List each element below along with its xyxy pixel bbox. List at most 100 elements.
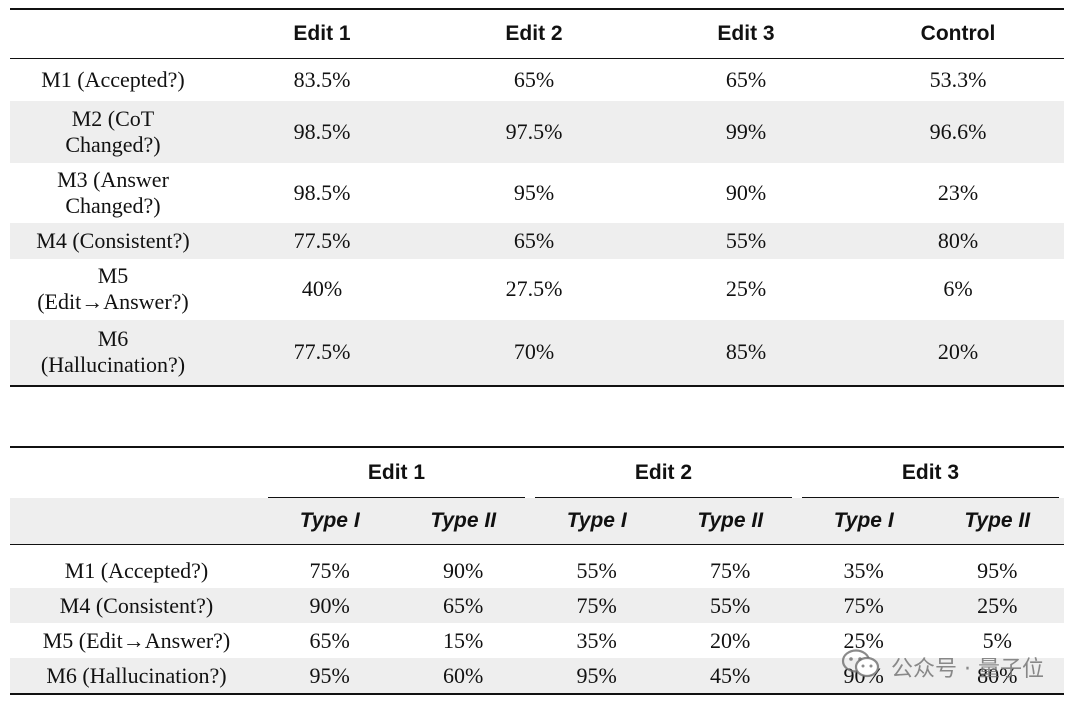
group-label: Edit 1 (367, 461, 426, 484)
table1-header-edit3: Edit 3 (717, 22, 775, 45)
table1-header-row: Edit 1 Edit 2 Edit 3 Control (10, 9, 1064, 59)
type-header: Type II (930, 498, 1064, 545)
table-cell: 65% (396, 588, 530, 623)
row-label: M6 (Hallucination?) (10, 658, 263, 694)
row-label-line: M3 (Answer (57, 166, 169, 192)
table2-group-edit3: Edit 3 (797, 447, 1064, 498)
table-cell: 98.5% (216, 100, 428, 163)
table1-header-blank (10, 9, 216, 59)
table-cell: 65% (309, 627, 350, 653)
table2-row-m4: M4 (Consistent?) 90% 65% 75% 55% 75% 25% (10, 588, 1064, 623)
type-header: Type I (262, 498, 397, 545)
type-header: Type I (529, 498, 664, 545)
table1-header-edit2: Edit 2 (505, 22, 563, 45)
table-cell: 65% (513, 66, 555, 92)
row-label-line: (Edit→Answer?) (37, 289, 189, 314)
group-underline (801, 497, 1059, 498)
row-label-line: M5 (97, 263, 129, 288)
row-label: M4 (Consistent?) (10, 222, 216, 259)
table-cell: 45% (663, 658, 797, 694)
table2-row-m5: M5 (Edit→Answer?) 65% 15% 35% 20% 25% 5% (10, 623, 1064, 658)
wechat-icon (841, 648, 881, 686)
row-label-line: M2 (CoT (71, 105, 155, 131)
table-cell: 75% (309, 557, 350, 583)
row-label-line: M4 (Consistent?) (36, 227, 190, 253)
type-header: Type I (796, 498, 931, 545)
table2-group-edit2: Edit 2 (530, 447, 797, 498)
table-cell: 77.5% (216, 222, 428, 259)
row-label-line: Changed?) (65, 192, 161, 218)
table-cell: 55% (640, 222, 852, 259)
table-cell: 97.5% (428, 100, 640, 163)
table-cell: 15% (443, 627, 484, 653)
table1-row-m2: M2 (CoT Changed?) 98.5% 97.5% 99% 96.6% (10, 100, 1064, 163)
table-cell: 53.3% (929, 66, 987, 92)
table-cell: 27.5% (505, 276, 563, 301)
table-cell: 95% (513, 179, 555, 205)
group-underline (267, 497, 525, 498)
table-cell: 25% (725, 276, 767, 301)
table1-row-m5: M5 (Edit→Answer?) 40% 27.5% 25% 6% (10, 259, 1064, 320)
table1-row-m3: M3 (Answer Changed?) 98.5% 95% 90% 23% (10, 163, 1064, 223)
table2-type-blank (10, 498, 263, 545)
watermark: 公众号 · 量子位 (841, 648, 1044, 686)
row-label: M5 (Edit→Answer?) (10, 259, 216, 320)
row-label: M4 (Consistent?) (10, 588, 263, 623)
type-header: Type II (396, 498, 530, 545)
table-cell: 25% (930, 588, 1064, 623)
table-cell: 75% (529, 588, 664, 623)
table-cell: 90% (725, 179, 767, 205)
table-cell: 6% (943, 276, 973, 301)
group-label: Edit 3 (901, 461, 960, 484)
table-cell: 80% (852, 222, 1064, 259)
table1-header-control: Control (920, 22, 996, 45)
table2-row-m1: M1 (Accepted?) 75% 90% 55% 75% 35% 95% (10, 545, 1064, 589)
row-label-line: M1 (Accepted?) (41, 66, 185, 92)
row-label-line: (Hallucination?) (40, 352, 186, 377)
results-table-2: Edit 1 Edit 2 Edit 3 Type I Type II Type… (10, 446, 1064, 695)
table-cell: 98.5% (293, 179, 351, 205)
group-label: Edit 2 (634, 461, 693, 484)
row-label-line: M6 (97, 326, 129, 351)
table-cell: 75% (796, 588, 931, 623)
table-cell: 99% (640, 100, 852, 163)
table-cell: 55% (663, 588, 797, 623)
watermark-text: 公众号 · 量子位 (891, 657, 1044, 682)
table-cell: 80% (930, 658, 1064, 694)
table-cell: 90% (443, 557, 484, 583)
table1-row-m1: M1 (Accepted?) 83.5% 65% 65% 53.3% (10, 59, 1064, 101)
table-cell: 65% (428, 222, 640, 259)
table-cell: 77.5% (216, 319, 428, 386)
table-cell: 65% (725, 66, 767, 92)
table-cell: 90% (262, 588, 397, 623)
table1-row-m6: M6 (Hallucination?) 77.5% 70% 85% 20% (10, 319, 1064, 386)
table-cell: 70% (428, 319, 640, 386)
type-header: Type II (663, 498, 797, 545)
table-cell: 35% (843, 557, 884, 583)
table-cell: 20% (710, 627, 751, 653)
table-cell: 5% (982, 627, 1012, 653)
group-underline (534, 497, 792, 498)
table2-group-edit1: Edit 1 (263, 447, 530, 498)
row-label: M3 (Answer Changed?) (10, 163, 216, 223)
table2-header-blank (10, 447, 263, 498)
table-cell: 35% (576, 627, 617, 653)
row-label-line: Changed?) (65, 131, 161, 157)
table-cell: 95% (977, 557, 1018, 583)
row-label: M6 (Hallucination?) (10, 319, 216, 386)
table-cell: 95% (262, 658, 397, 694)
table-cell: 60% (396, 658, 530, 694)
table-cell: 83.5% (293, 66, 351, 92)
table-cell: 20% (852, 319, 1064, 386)
results-table-1: Edit 1 Edit 2 Edit 3 Control M1 (Accepte… (10, 8, 1064, 387)
table2-type-header-row: Type I Type II Type I Type II Type I Typ… (10, 498, 1064, 545)
table-cell: 96.6% (852, 100, 1064, 163)
table1-row-m4: M4 (Consistent?) 77.5% 65% 55% 80% (10, 222, 1064, 259)
row-label: M1 (Accepted?) (64, 557, 209, 583)
table-cell: 23% (937, 179, 979, 205)
table-cell: 75% (710, 557, 751, 583)
table2-group-header-row: Edit 1 Edit 2 Edit 3 (10, 447, 1064, 498)
row-label: M2 (CoT Changed?) (10, 100, 216, 163)
row-label: M1 (Accepted?) (10, 59, 216, 101)
table-cell: 55% (576, 557, 617, 583)
